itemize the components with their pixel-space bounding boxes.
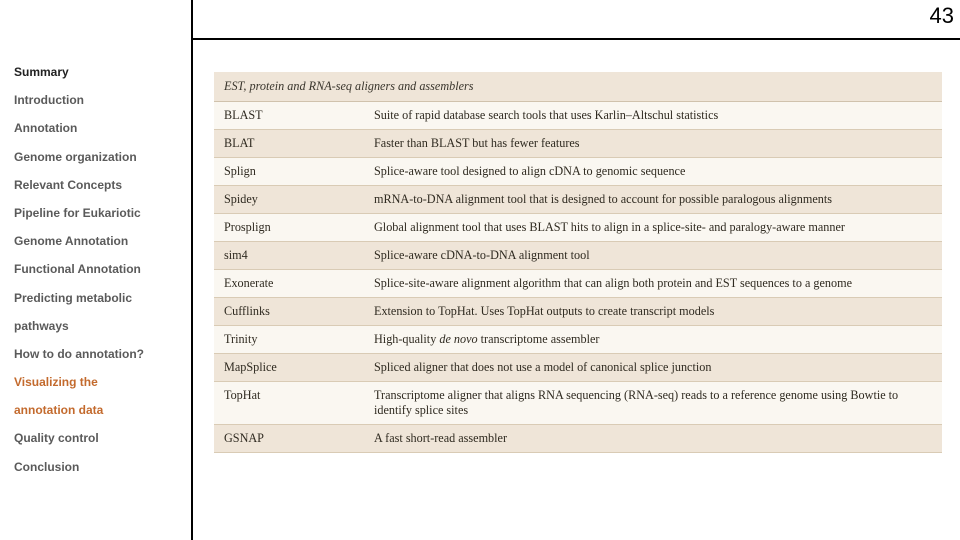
table-row: sim4Splice-aware cDNA-to-DNA alignment t… [214, 242, 942, 270]
tools-table: EST, protein and RNA-seq aligners and as… [214, 72, 942, 453]
table-row: BLATFaster than BLAST but has fewer feat… [214, 130, 942, 158]
sidebar-item[interactable]: annotation data [14, 396, 184, 424]
table-row: SpideymRNA-to-DNA alignment tool that is… [214, 186, 942, 214]
tool-description: Global alignment tool that uses BLAST hi… [364, 214, 942, 242]
main-content: EST, protein and RNA-seq aligners and as… [214, 72, 942, 453]
sidebar-item[interactable]: Quality control [14, 424, 184, 452]
tool-name: Trinity [214, 326, 364, 354]
sidebar-item[interactable]: Visualizing the [14, 368, 184, 396]
table-row: ProsplignGlobal alignment tool that uses… [214, 214, 942, 242]
sidebar-item[interactable]: How to do annotation? [14, 340, 184, 368]
sidebar-item[interactable]: Annotation [14, 114, 184, 142]
tool-name: Splign [214, 158, 364, 186]
table-row: TopHatTranscriptome aligner that aligns … [214, 382, 942, 425]
sidebar-item[interactable]: Pipeline for Eukariotic [14, 199, 184, 227]
tool-description: A fast short-read assembler [364, 425, 942, 453]
table-title: EST, protein and RNA-seq aligners and as… [214, 72, 942, 102]
tool-description: Suite of rapid database search tools tha… [364, 102, 942, 130]
vertical-divider [191, 0, 193, 540]
tool-description: Splice-aware tool designed to align cDNA… [364, 158, 942, 186]
sidebar-item[interactable]: Conclusion [14, 453, 184, 481]
tool-name: TopHat [214, 382, 364, 425]
sidebar-item[interactable]: Relevant Concepts [14, 171, 184, 199]
tool-description: Spliced aligner that does not use a mode… [364, 354, 942, 382]
sidebar-item[interactable]: Genome Annotation [14, 227, 184, 255]
tool-name: Cufflinks [214, 298, 364, 326]
tool-description: Splice-site-aware alignment algorithm th… [364, 270, 942, 298]
tool-name: Exonerate [214, 270, 364, 298]
tool-name: Spidey [214, 186, 364, 214]
sidebar-item[interactable]: Introduction [14, 86, 184, 114]
tool-description: Faster than BLAST but has fewer features [364, 130, 942, 158]
tool-description: High-quality de novo transcriptome assem… [364, 326, 942, 354]
tool-name: sim4 [214, 242, 364, 270]
sidebar-nav: SummaryIntroductionAnnotationGenome orga… [14, 58, 184, 481]
tool-name: GSNAP [214, 425, 364, 453]
tool-name: Prosplign [214, 214, 364, 242]
table-row: CufflinksExtension to TopHat. Uses TopHa… [214, 298, 942, 326]
tool-name: MapSplice [214, 354, 364, 382]
table-row: ExonerateSplice-site-aware alignment alg… [214, 270, 942, 298]
sidebar-item[interactable]: Functional Annotation [14, 255, 184, 283]
sidebar-item[interactable]: Genome organization [14, 143, 184, 171]
tool-description: Transcriptome aligner that aligns RNA se… [364, 382, 942, 425]
tool-description: Extension to TopHat. Uses TopHat outputs… [364, 298, 942, 326]
table-row: BLASTSuite of rapid database search tool… [214, 102, 942, 130]
table-row: MapSpliceSpliced aligner that does not u… [214, 354, 942, 382]
tool-name: BLAT [214, 130, 364, 158]
sidebar-item[interactable]: Predicting metabolic [14, 284, 184, 312]
table-row: SplignSplice-aware tool designed to alig… [214, 158, 942, 186]
page-number: 43 [0, 0, 960, 32]
table-row: GSNAPA fast short-read assembler [214, 425, 942, 453]
tool-description: mRNA-to-DNA alignment tool that is desig… [364, 186, 942, 214]
top-divider [191, 38, 960, 40]
tool-description: Splice-aware cDNA-to-DNA alignment tool [364, 242, 942, 270]
sidebar-item[interactable]: Summary [14, 58, 184, 86]
tool-name: BLAST [214, 102, 364, 130]
table-row: TrinityHigh-quality de novo transcriptom… [214, 326, 942, 354]
sidebar-item[interactable]: pathways [14, 312, 184, 340]
